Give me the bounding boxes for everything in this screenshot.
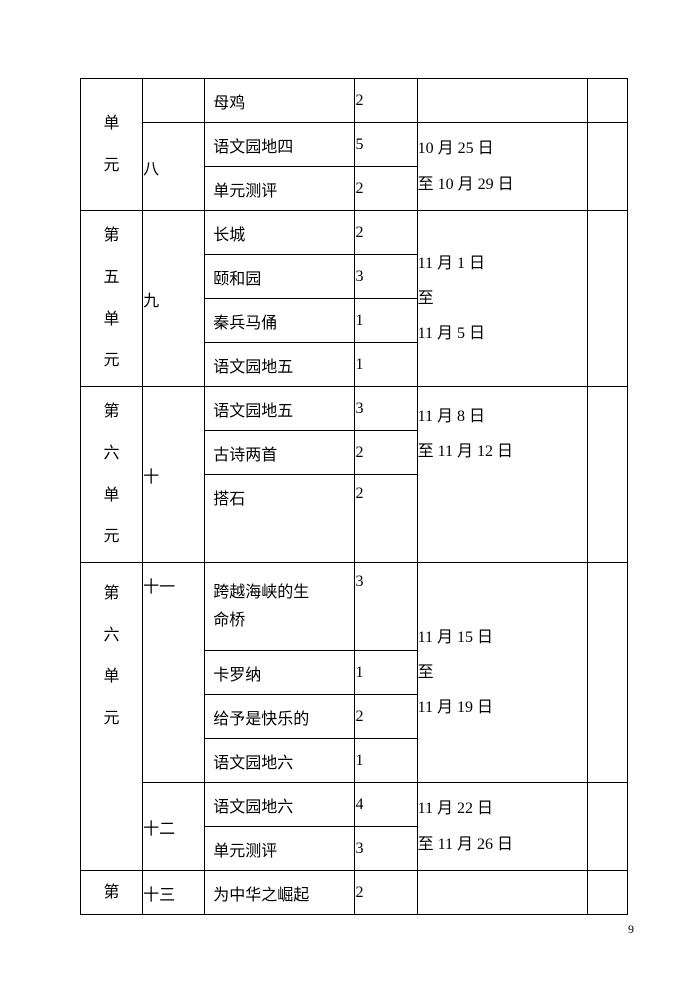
topic-cell: 搭石 [205,475,355,563]
unit-cell: 第 六 单 元 [81,563,143,871]
extra-cell [587,79,627,123]
page-number: 9 [628,922,634,937]
unit-line: 元 [81,698,142,740]
unit-line: 五 [81,257,142,299]
topic-cell: 语文园地五 [205,387,355,431]
unit-line: 第 [81,391,142,433]
unit-line: 六 [81,433,142,475]
week-cell: 九 [143,211,205,387]
unit-cell: 第 六 单 元 [81,387,143,563]
unit-cell: 第 五 单 元 [81,211,143,387]
unit-line: 元 [81,516,142,558]
hours-cell: 2 [355,167,417,211]
table-row: 单 元 母鸡 2 [81,79,628,123]
topic-cell: 古诗两首 [205,431,355,475]
hours-cell: 2 [355,695,417,739]
date-line: 至 [418,281,587,316]
topic-line: 命桥 [213,607,354,634]
table-row: 第 十三 为中华之崛起 2 [81,871,628,915]
extra-cell [587,211,627,387]
week-cell [143,79,205,123]
date-line: 11 月 15 日 [418,620,587,655]
date-line: 11 月 1 日 [418,246,587,281]
date-line: 11 月 22 日 [418,791,587,826]
table-row: 第 六 单 元 十 语文园地五 3 11 月 8 日 至 11 月 12 日 [81,387,628,431]
date-line: 至 11 月 12 日 [418,434,587,469]
unit-line: 元 [81,340,142,382]
date-cell: 11 月 8 日 至 11 月 12 日 [417,387,587,563]
unit-line: 单 [81,299,142,341]
unit-line: 单 [81,475,142,517]
week-cell: 十三 [143,871,205,915]
date-cell [417,79,587,123]
week-cell: 八 [143,123,205,211]
date-line: 11 月 19 日 [418,690,587,725]
week-cell: 十二 [143,783,205,871]
topic-cell: 语文园地六 [205,783,355,827]
unit-line: 第 [81,573,142,615]
topic-line: 跨越海峡的生 [213,579,354,606]
topic-cell: 卡罗纳 [205,651,355,695]
hours-cell: 2 [355,871,417,915]
unit-cell: 单 元 [81,79,143,211]
extra-cell [587,871,627,915]
topic-cell: 语文园地六 [205,739,355,783]
date-line: 10 月 25 日 [418,131,587,166]
topic-cell: 秦兵马俑 [205,299,355,343]
week-cell: 十一 [143,563,205,783]
hours-cell: 3 [355,387,417,431]
date-cell: 11 月 1 日 至 11 月 5 日 [417,211,587,387]
topic-cell: 语文园地五 [205,343,355,387]
topic-cell: 单元测评 [205,167,355,211]
extra-cell [587,563,627,783]
extra-cell [587,783,627,871]
topic-cell: 单元测评 [205,827,355,871]
hours-cell: 1 [355,651,417,695]
hours-cell: 2 [355,431,417,475]
week-cell: 十 [143,387,205,563]
table-row: 八 语文园地四 5 10 月 25 日 至 10 月 29 日 [81,123,628,167]
unit-cell: 第 [81,871,143,915]
date-line: 至 [418,655,587,690]
unit-line: 第 [81,872,142,914]
topic-cell: 长城 [205,211,355,255]
date-cell: 11 月 15 日 至 11 月 19 日 [417,563,587,783]
topic-cell: 颐和园 [205,255,355,299]
unit-line: 元 [81,145,142,187]
schedule-table: 单 元 母鸡 2 八 语文园地四 5 10 月 25 日 至 10 月 29 日… [80,78,628,915]
topic-cell: 跨越海峡的生 命桥 [205,563,355,651]
topic-cell: 给予是快乐的 [205,695,355,739]
hours-cell: 3 [355,255,417,299]
page-container: 单 元 母鸡 2 八 语文园地四 5 10 月 25 日 至 10 月 29 日… [0,0,696,983]
unit-line: 单 [81,656,142,698]
date-line: 至 11 月 26 日 [418,827,587,862]
date-cell: 11 月 22 日 至 11 月 26 日 [417,783,587,871]
table-row: 十二 语文园地六 4 11 月 22 日 至 11 月 26 日 [81,783,628,827]
hours-cell: 2 [355,475,417,563]
unit-line: 六 [81,615,142,657]
topic-cell: 母鸡 [205,79,355,123]
topic-cell: 为中华之崛起 [205,871,355,915]
hours-cell: 1 [355,343,417,387]
table-row: 第 五 单 元 九 长城 2 11 月 1 日 至 11 月 5 日 [81,211,628,255]
hours-cell: 3 [355,563,417,651]
topic-cell: 语文园地四 [205,123,355,167]
hours-cell: 1 [355,739,417,783]
extra-cell [587,387,627,563]
table-row: 第 六 单 元 十一 跨越海峡的生 命桥 3 11 月 15 日 至 11 月 … [81,563,628,651]
hours-cell: 5 [355,123,417,167]
date-cell [417,871,587,915]
date-line: 11 月 8 日 [418,399,587,434]
unit-line: 单 [81,103,142,145]
unit-line: 第 [81,215,142,257]
hours-cell: 1 [355,299,417,343]
date-line: 11 月 5 日 [418,316,587,351]
hours-cell: 2 [355,79,417,123]
date-line: 至 10 月 29 日 [418,167,587,202]
hours-cell: 4 [355,783,417,827]
extra-cell [587,123,627,211]
hours-cell: 3 [355,827,417,871]
hours-cell: 2 [355,211,417,255]
date-cell: 10 月 25 日 至 10 月 29 日 [417,123,587,211]
